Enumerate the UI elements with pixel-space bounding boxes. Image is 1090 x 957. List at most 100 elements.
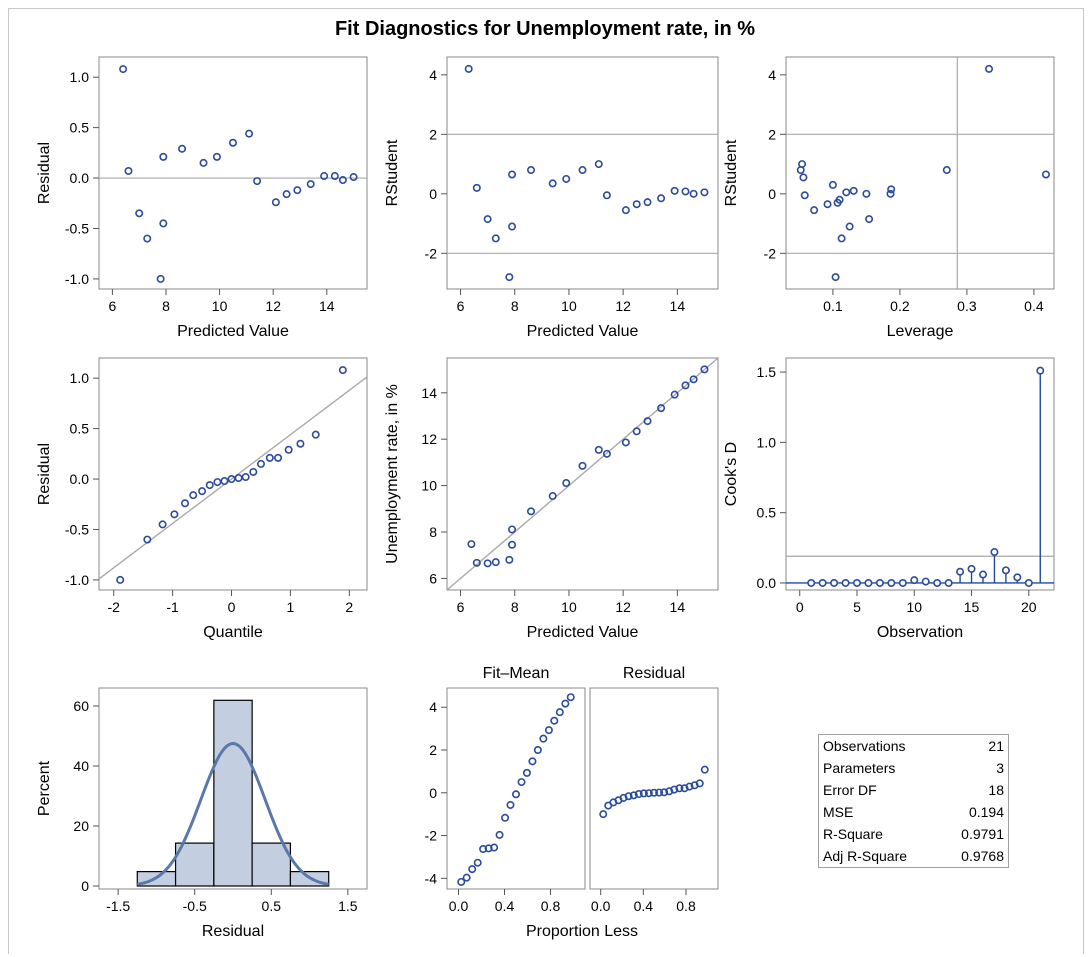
data-point <box>178 144 187 153</box>
data-point <box>511 790 520 799</box>
stat-row: MSE 0.194 <box>819 801 1009 823</box>
y-tick-label: 4 <box>768 67 776 83</box>
data-point <box>548 492 557 501</box>
data-point <box>311 430 320 439</box>
stat-value: 18 <box>988 782 1004 798</box>
stat-value: 0.9768 <box>961 848 1004 864</box>
x-tick-label: 2 <box>345 599 353 615</box>
y-tick-label: -1.0 <box>65 271 89 287</box>
data-point <box>483 559 492 568</box>
data-point <box>910 576 919 585</box>
data-point <box>864 578 873 587</box>
stat-value: 21 <box>988 738 1004 754</box>
data-point <box>649 788 658 797</box>
data-point <box>865 215 874 224</box>
data-point <box>508 540 517 549</box>
data-point <box>629 791 638 800</box>
data-point <box>681 381 690 390</box>
histogram-bar <box>174 842 215 887</box>
data-point <box>159 219 168 228</box>
data-point <box>156 274 165 283</box>
data-point <box>220 477 229 486</box>
data-point <box>539 734 548 743</box>
data-point <box>555 708 564 717</box>
y-tick-label: 0 <box>81 878 89 894</box>
data-point <box>180 499 189 508</box>
x-tick-label: -1.5 <box>106 898 130 914</box>
data-point <box>473 858 482 867</box>
data-point <box>472 183 481 192</box>
x-tick-label: 5 <box>853 599 861 615</box>
data-point <box>274 453 283 462</box>
stat-row: Parameters 3 <box>819 757 1009 779</box>
data-point <box>1001 566 1010 575</box>
data-point <box>670 186 679 195</box>
data-point <box>837 234 846 243</box>
x-tick-label: 0 <box>796 599 804 615</box>
data-point <box>241 473 250 482</box>
data-point <box>548 179 557 188</box>
x-tick-label: 12 <box>615 599 631 615</box>
stat-row: Error DF 18 <box>819 779 1009 801</box>
figure-frame <box>8 8 1084 954</box>
data-point <box>527 507 536 516</box>
y-axis-label: Residual <box>36 443 53 505</box>
x-tick-label: 0.1 <box>823 298 843 314</box>
data-point <box>271 198 280 207</box>
stat-value: 0.194 <box>968 804 1004 820</box>
y-tick-label: 2 <box>768 126 776 142</box>
data-point <box>491 234 500 243</box>
data-point <box>245 129 254 138</box>
data-point <box>124 166 133 175</box>
data-point <box>1036 366 1045 375</box>
data-point <box>689 375 698 384</box>
data-point <box>978 570 987 579</box>
x-tick-label: 20 <box>1021 599 1037 615</box>
plot-resid-vs-pred: 6 8 10 12 14 -1.0 -0.5 0.0 0.5 1.0 Predicted Value… <box>36 56 368 340</box>
y-tick-label: -2 <box>764 245 777 261</box>
data-point <box>602 449 611 458</box>
data-point <box>578 461 587 470</box>
y-axis-label: Cook's D <box>723 442 740 506</box>
normal-density-curve <box>137 741 329 886</box>
data-point <box>213 478 222 487</box>
data-point <box>491 558 500 567</box>
data-point <box>284 445 293 454</box>
data-point <box>158 520 167 529</box>
y-tick-label: 0 <box>429 785 437 801</box>
stat-label: R-Square <box>823 826 883 842</box>
y-tick-label: 1.0 <box>70 370 90 386</box>
data-point <box>700 365 709 374</box>
y-tick-label: -0.5 <box>65 521 89 537</box>
plot-frame <box>446 357 719 591</box>
data-point <box>229 138 238 147</box>
data-point <box>306 180 315 189</box>
x-axis-label: Predicted Value <box>527 624 639 641</box>
histogram-bar <box>213 699 253 887</box>
plot-frame <box>98 56 368 290</box>
data-point <box>639 789 648 798</box>
data-point <box>517 778 526 787</box>
x-tick-label: 0.8 <box>676 898 696 914</box>
x-tick-label: 10 <box>561 599 577 615</box>
y-tick-label: 40 <box>73 758 89 774</box>
data-point <box>1024 578 1033 587</box>
x-tick-label: 1.5 <box>338 898 358 914</box>
x-tick-label: 0.8 <box>541 898 561 914</box>
panel-header: Fit–Mean <box>483 665 550 682</box>
data-point <box>602 191 611 200</box>
fit-statistics-table: Observations 21 Parameters 3 Error DF 18 MS… <box>818 734 1009 868</box>
data-point <box>594 445 603 454</box>
histogram-bar <box>251 842 292 887</box>
data-point <box>468 865 477 874</box>
stat-row: R-Square 0.9791 <box>819 823 1009 845</box>
stat-label: Parameters <box>823 760 896 776</box>
y-tick-label: 12 <box>421 431 437 447</box>
data-point <box>505 273 514 282</box>
data-point <box>632 427 641 436</box>
x-tick-label: 10 <box>906 599 922 615</box>
data-point <box>1041 170 1050 179</box>
data-point <box>853 578 862 587</box>
data-point <box>670 785 679 794</box>
data-point <box>830 578 839 587</box>
